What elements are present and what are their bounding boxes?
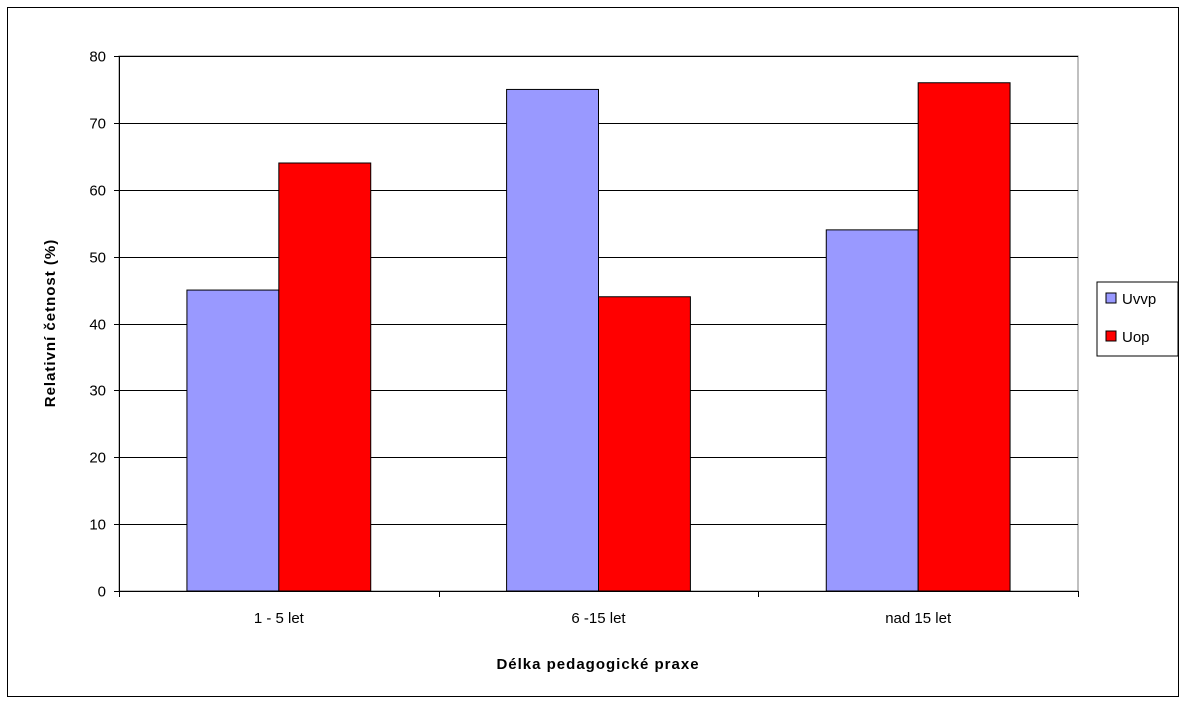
- y-tick-label: 40: [89, 317, 106, 334]
- y-tick-label: 20: [89, 450, 106, 467]
- x-tick-label: 6 -15 let: [571, 610, 626, 627]
- bar-uvvp-2: [506, 88, 599, 592]
- bars: [186, 82, 1011, 592]
- tick-labels: 0 10 20 30 40 50 60 70 80 1 - 5 let 6 -15 let nad 1…: [89, 49, 952, 628]
- axes: [114, 56, 1079, 597]
- legend-label-uvvp: Uvvp: [1122, 291, 1156, 308]
- bar-uop-3: [917, 82, 1011, 592]
- legend-swatch-uop: [1105, 330, 1117, 342]
- bar-uop-2: [598, 296, 691, 592]
- y-tick-label: 80: [89, 49, 106, 66]
- x-tick-label: 1 - 5 let: [254, 610, 305, 627]
- bar-uvvp-3: [825, 229, 919, 592]
- bar-uvvp-1: [186, 289, 280, 592]
- y-tick-label: 70: [89, 116, 106, 133]
- y-tick-label: 10: [89, 517, 106, 534]
- y-tick-label: 30: [89, 383, 106, 400]
- y-axis-title: Relativní četnost (%): [42, 239, 59, 408]
- y-tick-label: 50: [89, 250, 106, 267]
- y-tick-label: 60: [89, 183, 106, 200]
- legend-label-uop: Uop: [1122, 329, 1150, 346]
- x-tick-label: nad 15 let: [885, 610, 952, 627]
- legend: Uvvp Uop: [1096, 281, 1179, 357]
- legend-swatch-uvvp: [1105, 292, 1117, 304]
- y-tick-label: 0: [98, 584, 106, 601]
- x-axis-title: Délka pedagogické praxe: [496, 656, 699, 673]
- bar-uop-1: [278, 162, 372, 592]
